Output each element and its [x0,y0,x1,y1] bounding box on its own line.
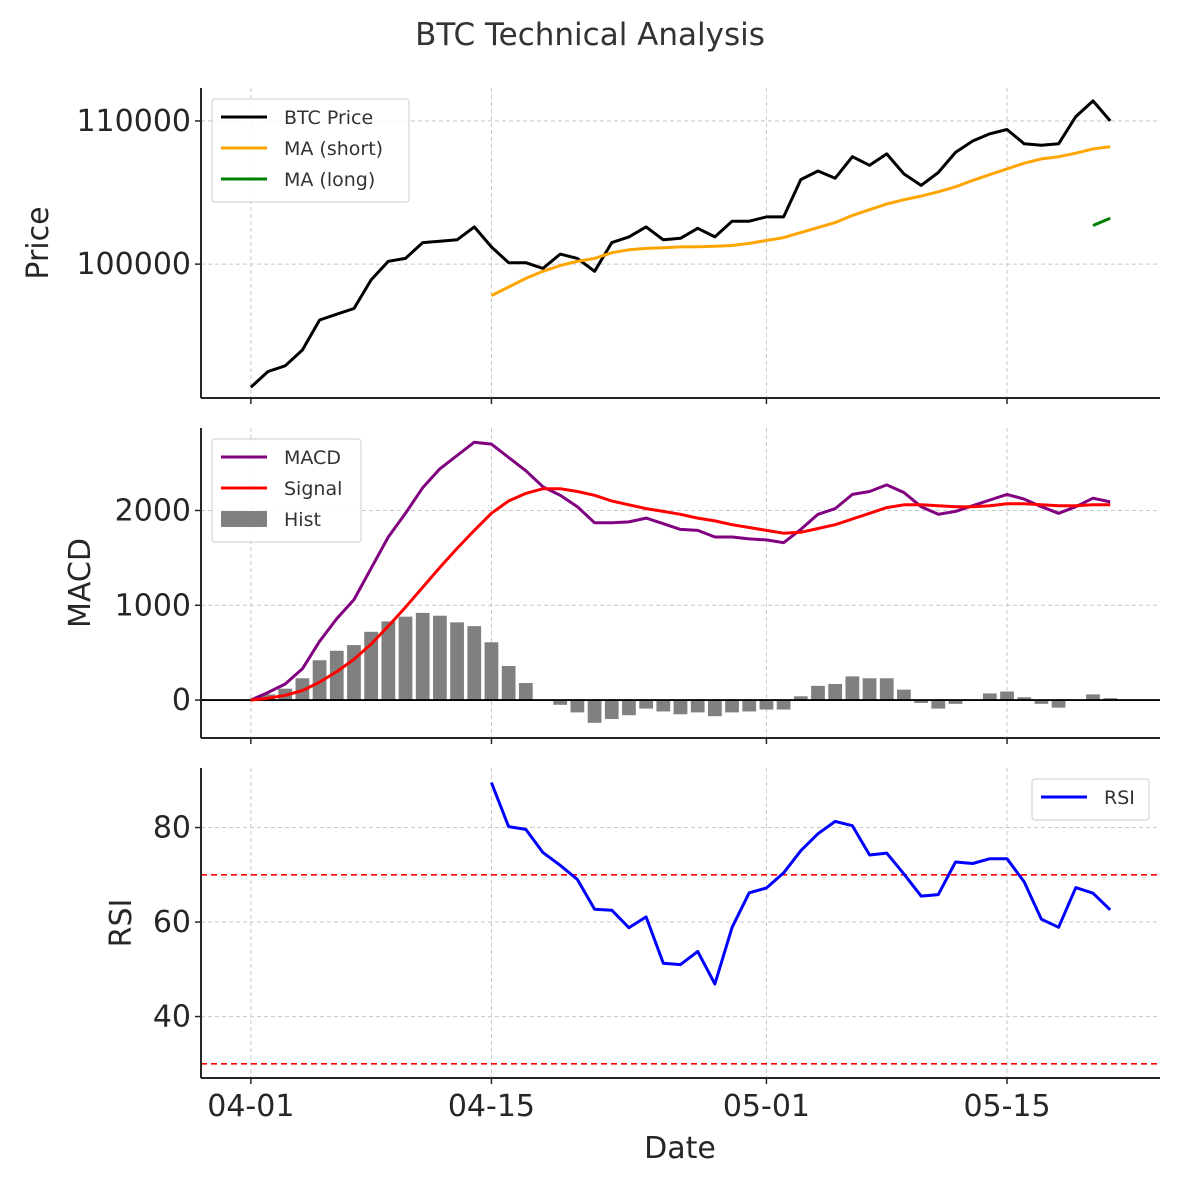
hist-bar [776,700,791,710]
legend-box [211,98,410,203]
hist-bar [759,700,774,710]
hist-bar [639,700,654,709]
legend-label: MACD [284,447,341,469]
macd-y-axis-label: MACD [63,538,98,628]
rsi-legend: RSI [1031,778,1150,821]
hist-bar [433,615,447,701]
x-tick-label: 04-01 [207,1089,294,1124]
macd-legend: MACD Signal Hist [211,438,362,543]
legend-swatch [221,511,267,527]
hist-bar [1034,700,1049,704]
legend-label: MA (long) [284,169,375,191]
hist-bar [501,665,516,701]
hist-bar [1086,694,1100,701]
hist-bar [467,626,482,701]
price-legend: BTC Price MA (short) MA (long) [211,98,410,203]
hist-bar [690,700,705,713]
hist-bar [897,689,911,701]
rsi-y-axis-label: RSI [104,899,139,948]
price-panel: 100000 110000 Price BTC Price MA (short) MA (… [21,88,1160,404]
legend-label: RSI [1104,787,1135,809]
hist-bar [415,612,430,701]
hist-bar [656,700,671,712]
ma-long-line [1092,216,1111,227]
signalline [250,487,1111,702]
hist-bar [1000,691,1014,701]
btc-priceline [249,99,1112,389]
hist-bar [725,700,739,713]
legend-label: Signal [284,478,342,500]
y-tick-label: 80 [153,811,191,846]
hist-bar [622,700,636,716]
hist-bar [484,642,499,701]
hist-bar [1051,700,1066,708]
hist-bar [518,683,533,701]
hist-bar [845,676,860,701]
hist-bar [1017,697,1032,701]
hist-bar [329,650,344,701]
hist-bar [381,621,396,701]
hist-bar [673,700,688,715]
hist-bar [450,622,464,701]
hist-bar [553,700,568,705]
legend-label: MA (short) [284,138,383,160]
ma-short-line [490,145,1111,297]
y-tick-label: 2000 [115,493,191,528]
x-tick-label: 04-15 [448,1089,535,1124]
hist-bar [398,616,413,701]
y-tick-label: 1000 [115,588,191,623]
y-tick-label: 60 [153,905,191,940]
hist-bar [312,660,327,701]
hist-bar [862,678,877,701]
y-tick-label: 110000 [76,104,191,139]
legend-label: Hist [284,509,321,531]
x-axis-label: Date [644,1131,716,1166]
macd-panel: 0 1000 2000 MACD MACD Signal Hist [63,428,1160,744]
rsi-grid [201,768,1160,1078]
y-tick-label: 100000 [76,247,191,282]
price-y-axis-label: Price [21,206,56,279]
hist-bar [570,700,585,713]
hist-bar [742,700,757,712]
hist-bar [931,700,946,709]
y-tick-label: 0 [172,683,191,718]
hist-bar [347,645,361,701]
hist-bar [1103,698,1118,701]
hist-bar [604,700,619,720]
legend-label: BTC Price [284,107,373,129]
hist-bar [793,696,808,701]
hist-bar [828,683,843,701]
legend-box [1031,778,1150,821]
rsi-panel: 40 60 80 04-01 04-15 05-01 05-15 RSI RSI [104,768,1160,1124]
hist-bar [948,700,963,704]
hist-bar [879,678,894,701]
rsiline [490,782,1112,986]
hist-bar [587,700,602,723]
y-tick-label: 40 [153,1000,191,1035]
x-tick-label: 05-15 [963,1089,1050,1124]
hist-bar [811,685,825,701]
hist-bar [982,693,997,701]
chart-title: BTC Technical Analysis [415,17,765,53]
hist-bar [707,700,722,717]
x-tick-label: 05-01 [723,1089,810,1124]
hist-bar [914,700,928,703]
